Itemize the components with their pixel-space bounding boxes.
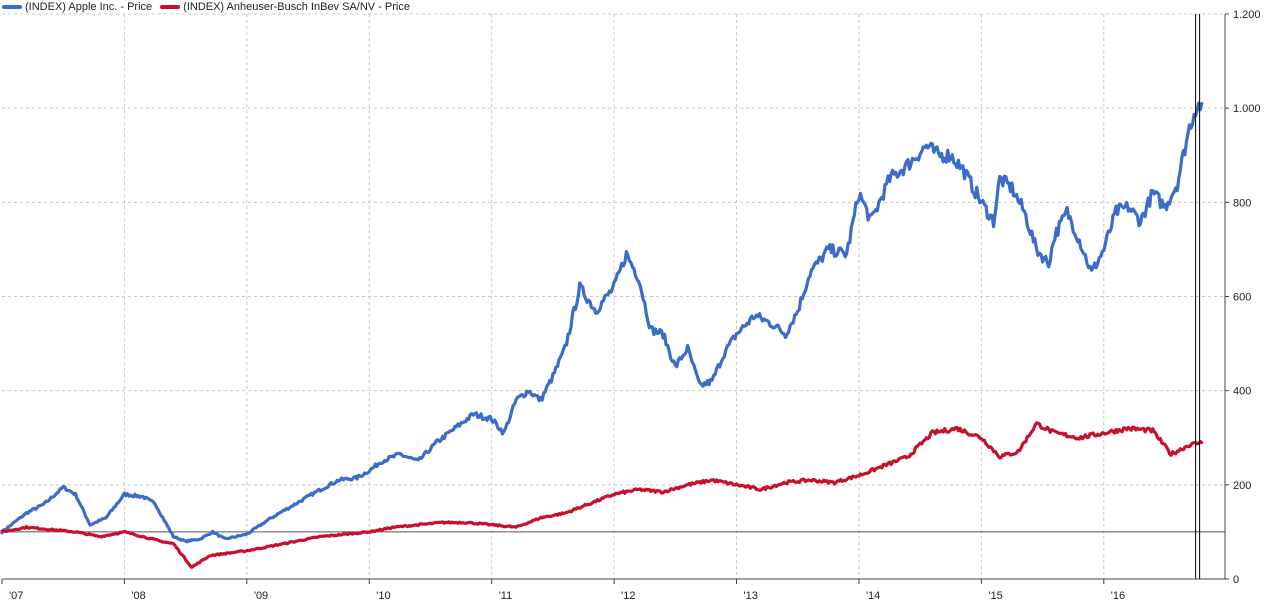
x-tick-label: '15 (988, 590, 1002, 602)
y-tick-label: 800 (1233, 197, 1251, 209)
x-tick-label: '09 (254, 590, 268, 602)
y-tick-label: 1.200 (1233, 9, 1261, 21)
x-tick-label: '12 (621, 590, 635, 602)
x-tick-label: '10 (376, 590, 390, 602)
y-tick-label: 1.000 (1233, 103, 1261, 115)
x-tick-label: '13 (744, 590, 758, 602)
y-tick-label: 0 (1233, 574, 1239, 586)
legend-swatch-apple (2, 5, 22, 9)
cursor-marker (1195, 14, 1201, 579)
legend-item-abinbev[interactable]: (INDEX) Anheuser-Busch InBev SA/NV - Pri… (160, 1, 410, 13)
y-tick-label: 400 (1233, 386, 1251, 398)
x-tick-label: '08 (131, 590, 145, 602)
x-axis-ticks: '07 '08 '09 '10 '11 '12 '13 '14 '15 '16 (1, 579, 1125, 602)
y-tick-label: 600 (1233, 292, 1251, 304)
grid-lines (2, 13, 1225, 579)
y-axis-ticks: 0 200 400 600 800 1.000 1.200 (1225, 9, 1261, 586)
x-tick-label: '16 (1111, 590, 1125, 602)
legend-label-abinbev: (INDEX) Anheuser-Busch InBev SA/NV - Pri… (183, 1, 410, 13)
series-line-abinbev (0, 421, 1204, 569)
legend-item-apple[interactable]: (INDEX) Apple Inc. - Price (2, 1, 152, 13)
y-tick-label: 200 (1233, 480, 1251, 492)
series-line-apple (0, 101, 1204, 544)
series-lines (0, 101, 1204, 569)
x-tick-label: '07 (9, 590, 23, 602)
x-tick-label: '11 (499, 590, 513, 602)
legend: (INDEX) Apple Inc. - Price (INDEX) Anheu… (2, 0, 418, 14)
legend-label-apple: (INDEX) Apple Inc. - Price (25, 1, 153, 13)
legend-swatch-abinbev (160, 5, 181, 9)
x-tick-label: '14 (866, 590, 880, 602)
